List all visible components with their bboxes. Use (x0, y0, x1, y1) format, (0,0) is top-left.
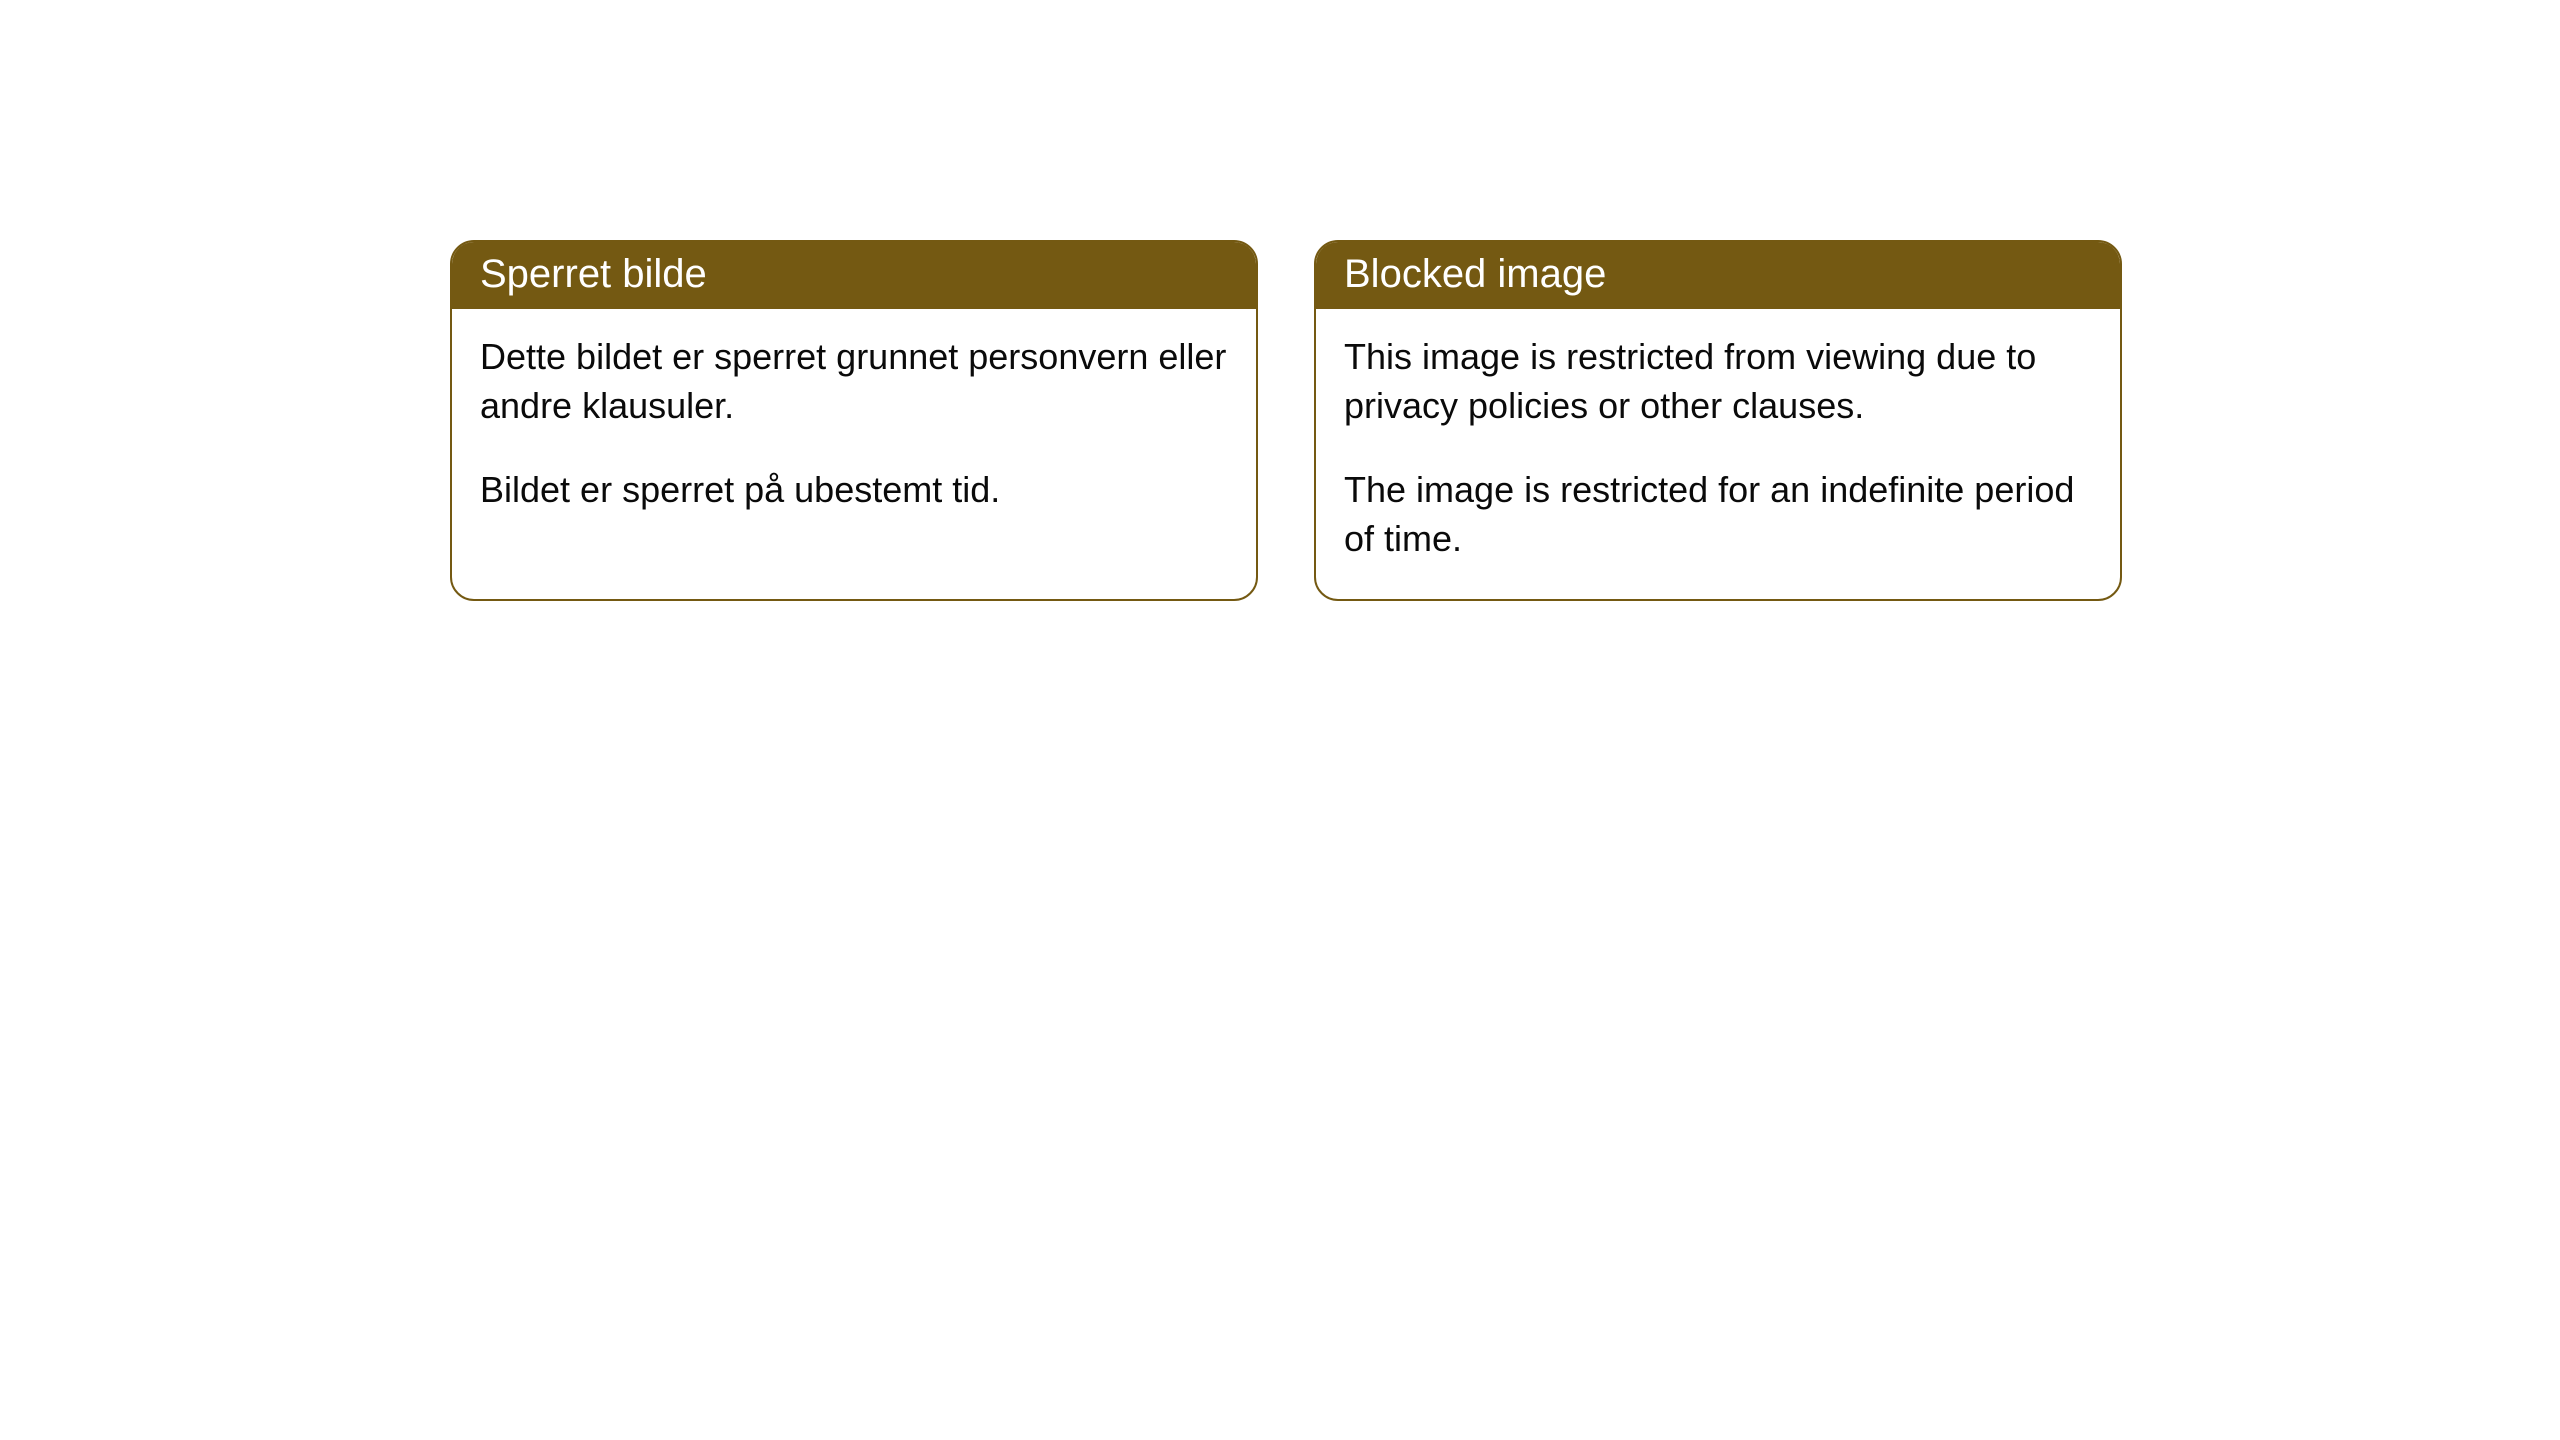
card-body: Dette bildet er sperret grunnet personve… (452, 309, 1256, 551)
card-body: This image is restricted from viewing du… (1316, 309, 2120, 599)
card-paragraph: The image is restricted for an indefinit… (1344, 466, 2092, 563)
card-title: Sperret bilde (452, 242, 1256, 309)
blocked-image-card-no: Sperret bilde Dette bildet er sperret gr… (450, 240, 1258, 601)
blocked-image-card-en: Blocked image This image is restricted f… (1314, 240, 2122, 601)
card-title: Blocked image (1316, 242, 2120, 309)
card-paragraph: Dette bildet er sperret grunnet personve… (480, 333, 1228, 430)
card-paragraph: Bildet er sperret på ubestemt tid. (480, 466, 1228, 515)
card-paragraph: This image is restricted from viewing du… (1344, 333, 2092, 430)
cards-row: Sperret bilde Dette bildet er sperret gr… (0, 0, 2560, 601)
